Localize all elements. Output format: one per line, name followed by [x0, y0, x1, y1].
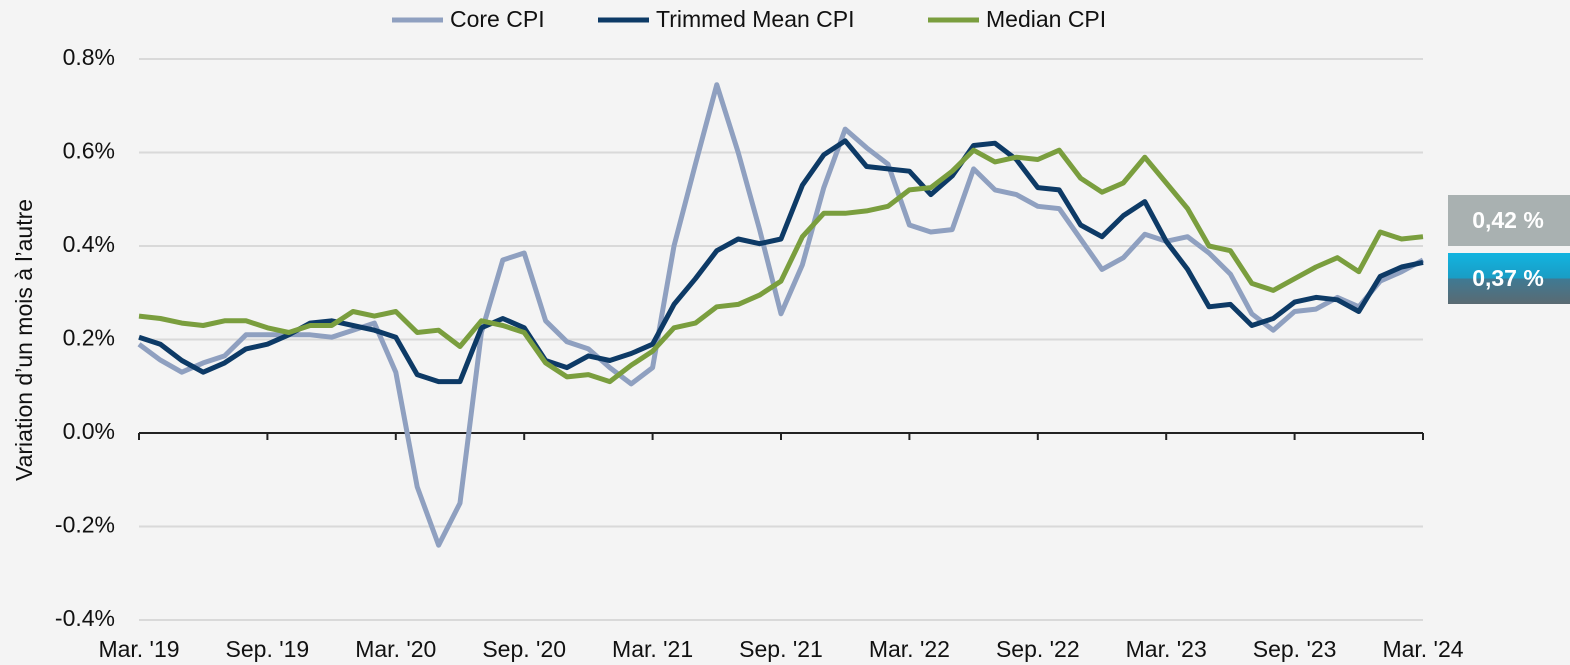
end-label-box [1448, 195, 1570, 246]
legend-label: Median CPI [986, 6, 1106, 32]
end-label: 0,42 % [1472, 207, 1544, 233]
x-tick-label: Mar. '20 [355, 636, 436, 662]
y-tick-label: 0.0% [63, 418, 115, 444]
end-label-box [1448, 253, 1570, 304]
x-tick-label: Sep. '21 [739, 636, 823, 662]
legend-label: Core CPI [450, 6, 545, 32]
line-series [137, 82, 1425, 548]
line-series [138, 138, 1424, 385]
legend-label: Trimmed Mean CPI [656, 6, 855, 32]
x-tick-label: Mar. '24 [1382, 636, 1463, 662]
line-series [138, 147, 1424, 385]
x-tick-label: Sep. '20 [482, 636, 566, 662]
x-tick-label: Mar. '21 [612, 636, 693, 662]
x-tick-label: Sep. '23 [1253, 636, 1337, 662]
y-tick-label: 0.8% [63, 44, 115, 70]
y-tick-label: -0.2% [55, 512, 115, 538]
x-tick-label: Mar. '19 [98, 636, 179, 662]
y-axis-title: Variation d’un mois à l’autre [11, 199, 37, 481]
x-tick-label: Sep. '19 [226, 636, 310, 662]
y-tick-label: 0.6% [63, 138, 115, 164]
y-tick-label: -0.4% [55, 605, 115, 631]
y-tick-label: 0.2% [63, 325, 115, 351]
x-tick-label: Mar. '23 [1126, 636, 1207, 662]
x-tick-label: Mar. '22 [869, 636, 950, 662]
end-label: 0,37 % [1472, 265, 1544, 291]
x-tick-label: Sep. '22 [996, 636, 1080, 662]
y-tick-label: 0.4% [63, 231, 115, 257]
